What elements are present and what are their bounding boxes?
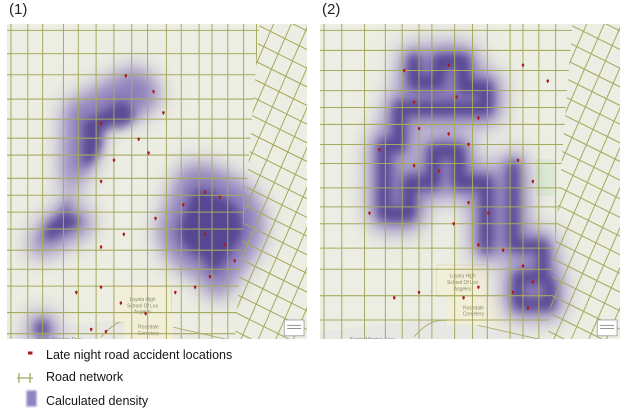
svg-text:Loyola High: Loyola High (130, 297, 156, 303)
svg-text:Calculated density: Calculated density (46, 394, 149, 408)
svg-text:Santa Monica Fwy: Santa Monica Fwy (350, 337, 395, 339)
svg-text:Road network: Road network (46, 370, 124, 384)
svg-text:School Of Los: School Of Los (447, 280, 478, 286)
svg-text:Late night road accident locat: Late night road accident locations (46, 348, 232, 362)
svg-text:Rosedale: Rosedale (138, 324, 159, 330)
svg-text:Angeles: Angeles (454, 286, 472, 292)
svg-text:Cemetery: Cemetery (463, 312, 485, 318)
svg-text:Rosedale: Rosedale (463, 305, 484, 311)
svg-text:Loyola High: Loyola High (450, 274, 476, 280)
